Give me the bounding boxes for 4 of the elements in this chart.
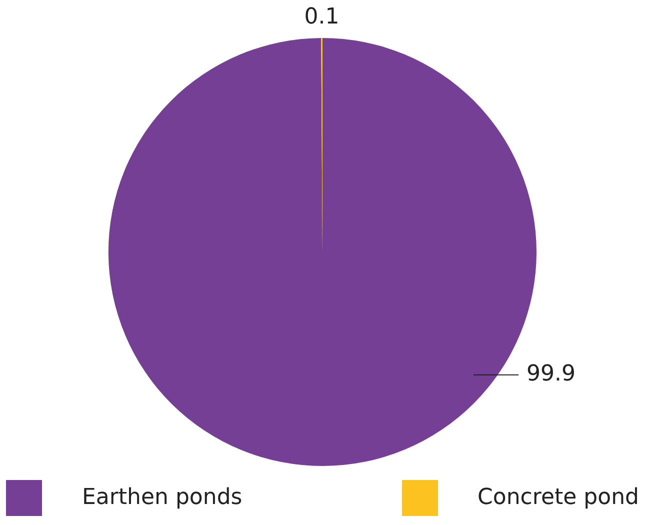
data-label: 99.9: [526, 362, 576, 387]
legend-label: Earthen ponds: [82, 485, 242, 510]
data-label: 0.1: [304, 4, 340, 30]
legend-label: Concrete pond: [478, 485, 639, 510]
